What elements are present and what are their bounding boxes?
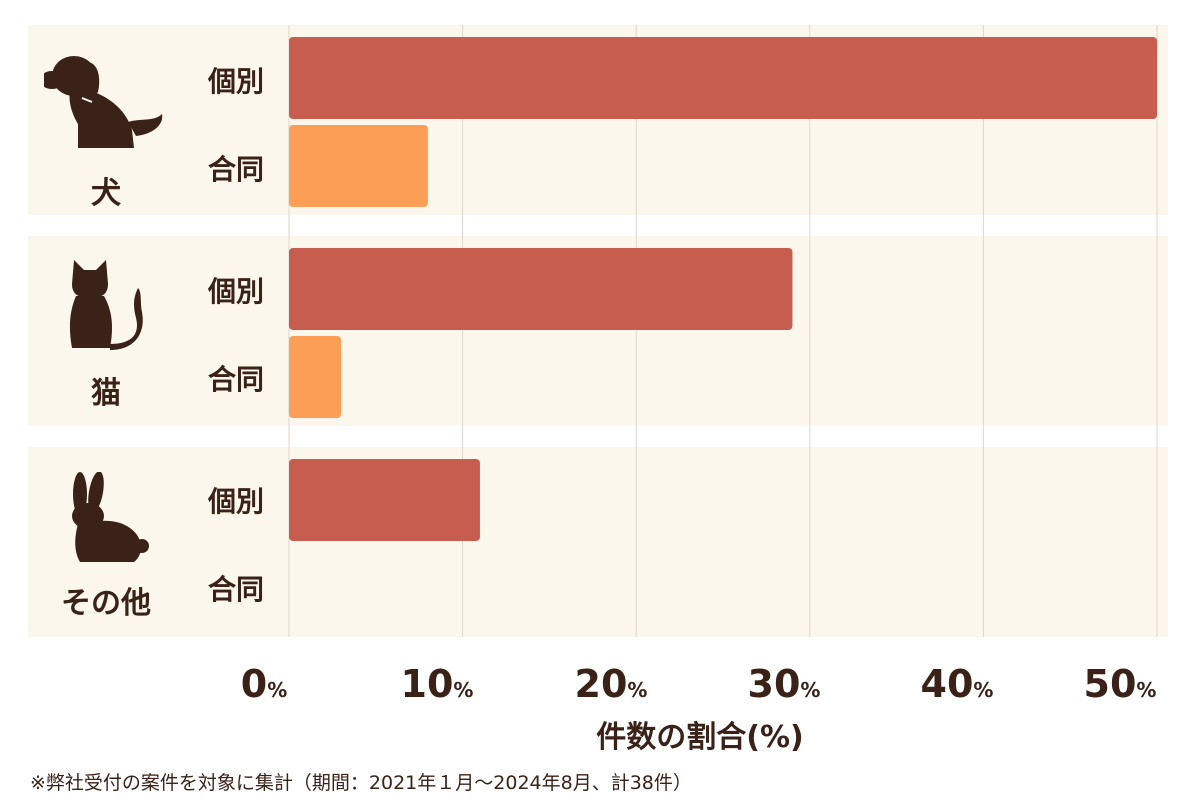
group-label-cat: 猫	[91, 376, 121, 411]
x-tick-label: 10%	[400, 662, 474, 706]
row-label-dog-joint: 合同	[207, 153, 264, 186]
cat-icon	[69, 260, 143, 350]
group-label-other: その他	[61, 586, 151, 621]
dog-icon	[44, 56, 163, 148]
footnote: ※弊社受付の案件を対象に集計（期間：2021年１月〜2024年8月、計38件）	[30, 772, 692, 794]
x-tick-label: 20%	[574, 662, 648, 706]
row-label-other-joint: 合同	[207, 573, 264, 606]
x-tick-label: 30%	[747, 662, 821, 706]
group-label-dog: 犬	[91, 176, 121, 211]
bar-cat-joint	[289, 336, 342, 418]
x-tick-label: 50%	[1083, 662, 1157, 706]
x-axis-title: 件数の割合(%)	[596, 720, 804, 755]
bar-dog-joint	[289, 125, 428, 207]
bar-dog-individual	[289, 37, 1157, 119]
row-label-other-individual: 個別	[207, 485, 264, 518]
rabbit-icon	[72, 472, 149, 562]
group-panel-other	[28, 447, 1168, 637]
row-label-cat-joint: 合同	[207, 363, 264, 396]
bar-other-individual	[289, 459, 480, 541]
row-label-cat-individual: 個別	[207, 275, 264, 308]
bar-cat-individual	[289, 248, 793, 330]
x-tick-label: 0%	[240, 662, 288, 706]
row-label-dog-individual: 個別	[207, 65, 264, 98]
x-tick-label: 40%	[920, 662, 994, 706]
